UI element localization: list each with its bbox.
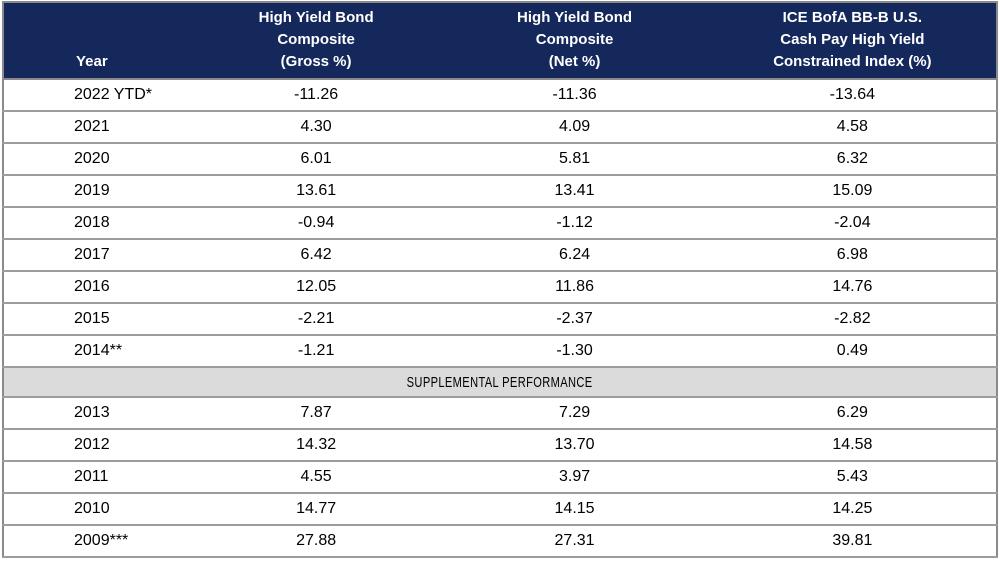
value-cell: -13.64 xyxy=(708,79,997,112)
year-cell: 2017 xyxy=(3,239,192,272)
value-cell: -11.36 xyxy=(440,79,709,112)
value-cell: 7.29 xyxy=(440,397,709,430)
value-cell: 14.25 xyxy=(708,493,997,526)
table-row: 2010 14.77 14.15 14.25 xyxy=(3,493,997,526)
value-cell: -2.04 xyxy=(708,207,997,240)
value-cell: -2.37 xyxy=(440,303,709,336)
supplemental-rows: 2013 7.87 7.29 6.29 2012 14.32 13.70 14.58 2011 4… xyxy=(3,397,997,558)
value-cell: -2.82 xyxy=(708,303,997,336)
value-cell: 14.77 xyxy=(191,493,441,526)
year-cell: 2019 xyxy=(3,175,192,208)
table-header: Year High Yield Bond Composite (Gross %) H… xyxy=(3,2,997,80)
year-cell: 2016 xyxy=(3,271,192,304)
value-cell: 13.41 xyxy=(440,175,709,208)
table-row: 2014** -1.21 -1.30 0.49 xyxy=(3,335,997,368)
table-row: 2022 YTD* -11.26 -11.36 -13.64 xyxy=(3,79,997,112)
table-row: 2017 6.42 6.24 6.98 xyxy=(3,239,997,272)
value-cell: 27.31 xyxy=(440,525,709,558)
value-cell: 6.98 xyxy=(708,239,997,272)
main-rows: 2022 YTD* -11.26 -11.36 -13.64 2021 4.30 4.09 4… xyxy=(3,79,997,368)
supplemental-performance-cell: SUPPLEMENTAL PERFORMANCE xyxy=(3,367,997,398)
table-row: 2020 6.01 5.81 6.32 xyxy=(3,143,997,176)
year-cell: 2018 xyxy=(3,207,192,240)
value-cell: 4.09 xyxy=(440,111,709,144)
value-cell: 3.97 xyxy=(440,461,709,494)
table-row: 2018 -0.94 -1.12 -2.04 xyxy=(3,207,997,240)
table-row: 2021 4.30 4.09 4.58 xyxy=(3,111,997,144)
column-header: ICE BofA BB-B U.S. Cash Pay High Yield C… xyxy=(708,2,997,80)
value-cell: 6.24 xyxy=(440,239,709,272)
value-cell: 13.61 xyxy=(191,175,441,208)
table-row: 2012 14.32 13.70 14.58 xyxy=(3,429,997,462)
column-header-year: Year xyxy=(3,2,192,80)
year-cell: 2011 xyxy=(3,461,192,494)
year-cell: 2015 xyxy=(3,303,192,336)
value-cell: 39.81 xyxy=(708,525,997,558)
value-cell: 4.55 xyxy=(191,461,441,494)
year-cell: 2013 xyxy=(3,397,192,430)
value-cell: -11.26 xyxy=(191,79,441,112)
table-row: 2015 -2.21 -2.37 -2.82 xyxy=(3,303,997,336)
value-cell: -2.21 xyxy=(191,303,441,336)
value-cell: -1.30 xyxy=(440,335,709,368)
value-cell: 14.58 xyxy=(708,429,997,462)
value-cell: 6.29 xyxy=(708,397,997,430)
value-cell: 7.87 xyxy=(191,397,441,430)
value-cell: 4.30 xyxy=(191,111,441,144)
table-row: 2011 4.55 3.97 5.43 xyxy=(3,461,997,494)
value-cell: 15.09 xyxy=(708,175,997,208)
year-cell: 2012 xyxy=(3,429,192,462)
value-cell: 0.49 xyxy=(708,335,997,368)
value-cell: 5.43 xyxy=(708,461,997,494)
table-row: 2009*** 27.88 27.31 39.81 xyxy=(3,525,997,558)
value-cell: 6.32 xyxy=(708,143,997,176)
value-cell: -1.21 xyxy=(191,335,441,368)
value-cell: 6.01 xyxy=(191,143,441,176)
header-row: Year High Yield Bond Composite (Gross %) H… xyxy=(3,2,997,80)
value-cell: 4.58 xyxy=(708,111,997,144)
section-divider: SUPPLEMENTAL PERFORMANCE xyxy=(3,367,997,398)
value-cell: 6.42 xyxy=(191,239,441,272)
table-row: 2019 13.61 13.41 15.09 xyxy=(3,175,997,208)
year-cell: 2020 xyxy=(3,143,192,176)
value-cell: 13.70 xyxy=(440,429,709,462)
year-cell: 2022 YTD* xyxy=(3,79,192,112)
year-cell: 2010 xyxy=(3,493,192,526)
year-cell: 2014** xyxy=(3,335,192,368)
value-cell: 14.32 xyxy=(191,429,441,462)
year-cell: 2009*** xyxy=(3,525,192,558)
supplemental-performance-label: SUPPLEMENTAL PERFORMANCE xyxy=(407,373,593,391)
year-cell: 2021 xyxy=(3,111,192,144)
table-row: 2013 7.87 7.29 6.29 xyxy=(3,397,997,430)
value-cell: 11.86 xyxy=(440,271,709,304)
value-cell: -0.94 xyxy=(191,207,441,240)
table-row: 2016 12.05 11.86 14.76 xyxy=(3,271,997,304)
value-cell: 14.76 xyxy=(708,271,997,304)
value-cell: 14.15 xyxy=(440,493,709,526)
value-cell: 27.88 xyxy=(191,525,441,558)
value-cell: 12.05 xyxy=(191,271,441,304)
value-cell: -1.12 xyxy=(440,207,709,240)
column-header: High Yield Bond Composite (Net %) xyxy=(440,2,709,80)
column-header: High Yield Bond Composite (Gross %) xyxy=(191,2,441,80)
value-cell: 5.81 xyxy=(440,143,709,176)
supplemental-performance-row: SUPPLEMENTAL PERFORMANCE xyxy=(3,367,997,398)
